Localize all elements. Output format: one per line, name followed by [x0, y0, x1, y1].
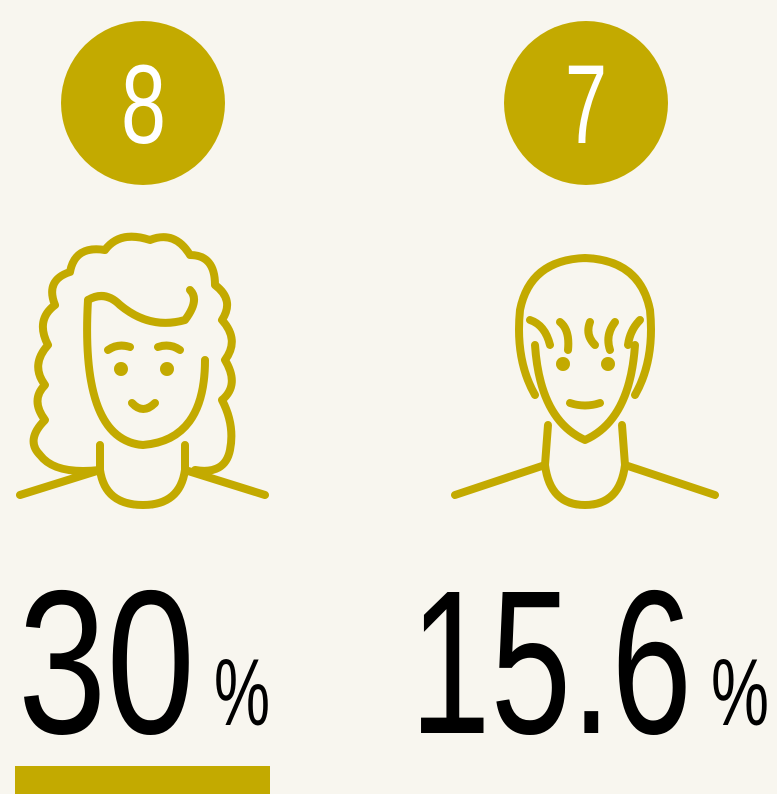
highlight-bar: [15, 766, 270, 794]
percentage-unit: %: [214, 640, 270, 746]
percentage-unit: %: [711, 640, 769, 746]
percentage-value: 30: [18, 548, 195, 777]
eye: [556, 357, 570, 371]
eye: [114, 362, 128, 376]
badge-number: 7: [565, 42, 607, 167]
badge-number: 8: [121, 42, 166, 167]
percentage-value: 15.6: [410, 548, 692, 777]
eye: [601, 357, 615, 371]
infographic: 8 30 % 7 15.6 %: [0, 0, 777, 794]
eye: [160, 362, 174, 376]
